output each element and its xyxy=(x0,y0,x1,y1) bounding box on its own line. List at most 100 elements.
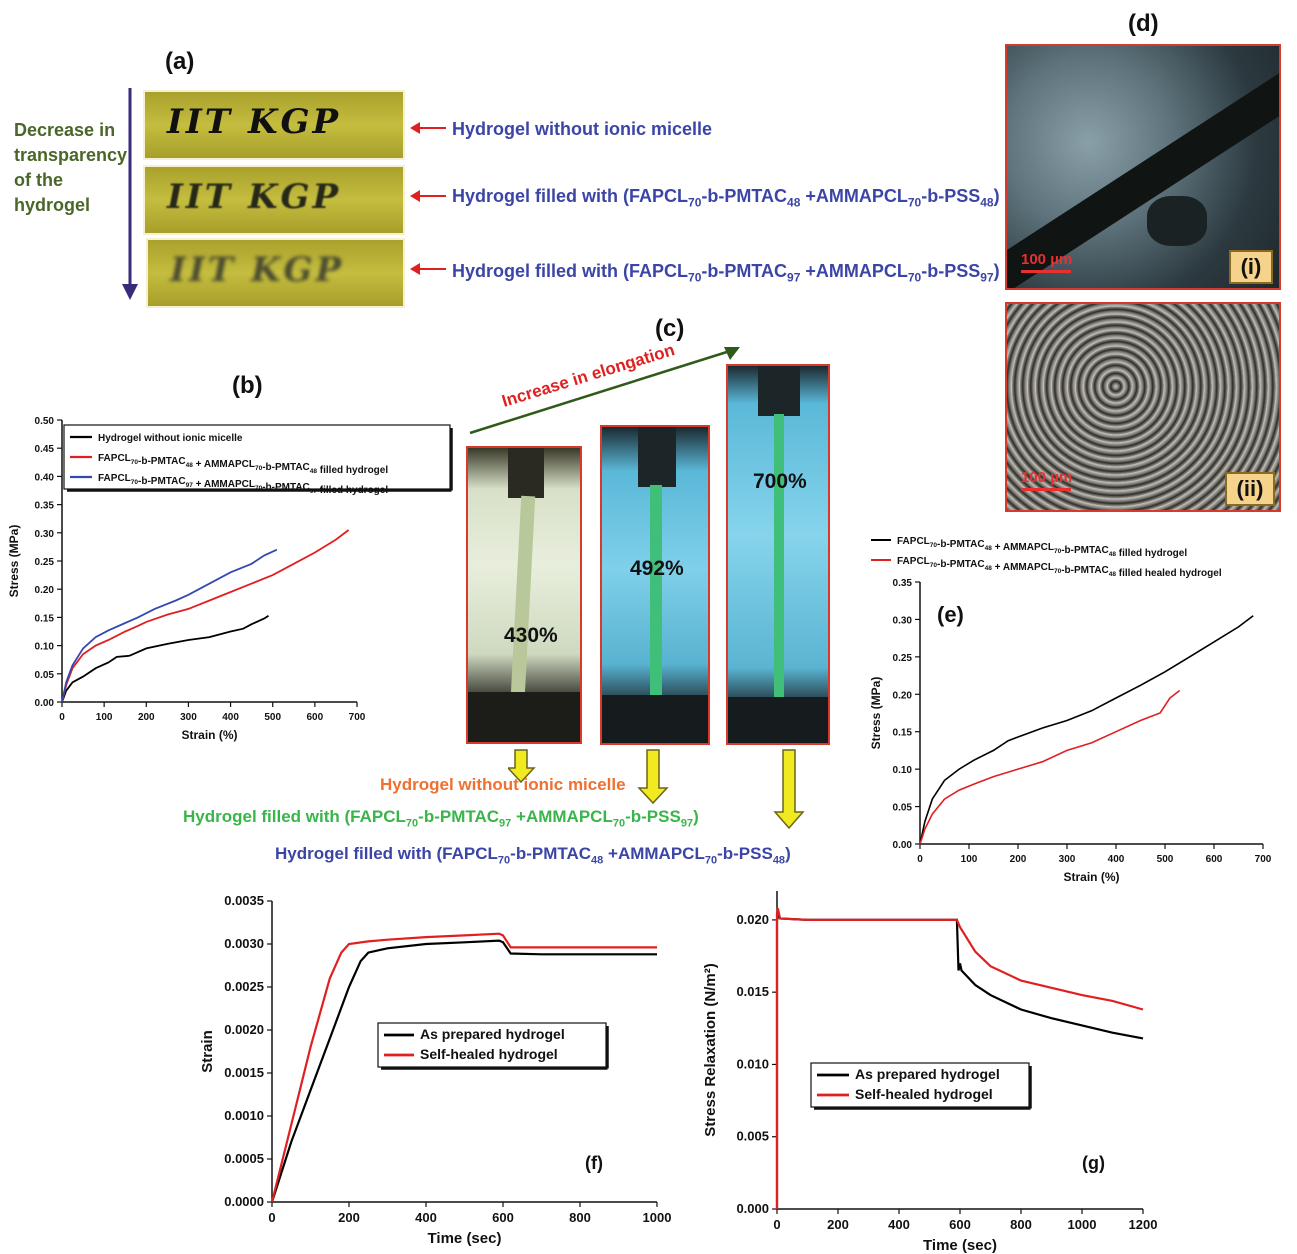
series-line-2 xyxy=(775,908,1144,1209)
legend-label-1: FAPCL70-b-PMTAC48 + AMMAPCL70-b-PMTAC48 … xyxy=(897,536,1187,559)
x-tick-label: 0 xyxy=(917,854,923,865)
panel-label-d: (d) xyxy=(1128,10,1159,37)
x-axis-label: Time (sec) xyxy=(428,1230,502,1247)
legend-label-2: FAPCL70-b-PMTAC48 + AMMAPCL70-b-PMTAC48 … xyxy=(98,453,388,476)
y-tick-label: 0.35 xyxy=(893,578,913,589)
caption-filled-97: Hydrogel filled with (FAPCL70-b-PMTAC97 … xyxy=(183,807,699,830)
y-tick-label: 0.0005 xyxy=(224,1151,264,1166)
photo-492: 492% xyxy=(600,425,710,745)
y-tick-label: 0.0015 xyxy=(224,1065,264,1080)
elongation-arrow-icon: Increase in elongation xyxy=(469,345,740,435)
x-tick-label: 200 xyxy=(827,1217,849,1232)
y-tick-label: 0.10 xyxy=(893,765,913,776)
y-axis-label: Stress (MPa) xyxy=(869,677,883,750)
legend-label-2: Self-healed hydrogel xyxy=(420,1046,558,1062)
caption-filled-48: Hydrogel filled with (FAPCL70-b-PMTAC48 … xyxy=(275,844,791,867)
micrograph-label-i: (i) xyxy=(1229,250,1273,284)
y-tick-label: 0.25 xyxy=(35,557,55,568)
x-axis-label: Strain (%) xyxy=(181,728,237,742)
x-tick-label: 300 xyxy=(180,712,197,723)
x-tick-label: 400 xyxy=(888,1217,910,1232)
y-axis-label: Stress Relaxation (N/m²) xyxy=(702,963,719,1136)
x-tick-label: 0 xyxy=(773,1217,780,1232)
legend-label-2: Self-healed hydrogel xyxy=(855,1086,993,1102)
legend-label-1: As prepared hydrogel xyxy=(420,1026,565,1042)
transparency-note: Decrease in transparency of the hydrogel xyxy=(14,120,128,215)
caption-no-micelle: Hydrogel without ionic micelle xyxy=(380,775,626,794)
y-tick-label: 0.020 xyxy=(736,912,769,927)
x-tick-label: 800 xyxy=(1010,1217,1032,1232)
y-tick-label: 0.05 xyxy=(35,670,55,681)
down-arrow-icon xyxy=(122,88,138,300)
y-tick-label: 0.0020 xyxy=(224,1022,264,1037)
y-tick-label: 0.0000 xyxy=(224,1194,264,1209)
y-tick-label: 0.0025 xyxy=(224,979,264,994)
series-line-2 xyxy=(61,529,350,703)
micrograph-ii: 100 µm (ii) xyxy=(1005,302,1281,512)
chart-e-healed-stress-strain: 0 100 200 300 400 500 600 700 0.00 0.05 0.10 0.15 0.… xyxy=(869,536,1272,884)
label-no-micelle: Hydrogel without ionic micelle xyxy=(452,119,713,139)
y-tick-label: 0.015 xyxy=(736,984,769,999)
x-tick-label: 0 xyxy=(268,1210,275,1225)
elongation-700: 700% xyxy=(753,470,807,493)
hydrogel-strip-3: IIT KGP xyxy=(146,238,405,308)
label-arrows xyxy=(410,122,446,275)
panel-label-a: (a) xyxy=(165,48,195,75)
panel-label-f: (f) xyxy=(585,1153,603,1173)
chart-b-stress-strain: 0 100 200 300 400 500 600 700 0.00 0.05 0.10 0.15 0.… xyxy=(7,416,453,742)
y-tick-label: 0.30 xyxy=(893,615,913,626)
panel-label-e: (e) xyxy=(937,602,964,627)
photo-700: 700% xyxy=(726,364,830,745)
y-tick-label: 0.45 xyxy=(35,444,55,455)
x-tick-label: 1000 xyxy=(643,1210,672,1225)
scale-bar-ii: 100 µm xyxy=(1021,469,1073,486)
y-tick-label: 0.10 xyxy=(35,642,55,653)
y-tick-label: 0.15 xyxy=(35,613,55,624)
legend-box xyxy=(810,1062,1030,1108)
y-tick-label: 0.50 xyxy=(35,416,55,427)
x-tick-label: 1000 xyxy=(1068,1217,1097,1232)
x-tick-label: 600 xyxy=(949,1217,971,1232)
micrograph-i: 100 µm (i) xyxy=(1005,44,1281,290)
x-tick-label: 100 xyxy=(961,854,978,865)
y-tick-label: 0.20 xyxy=(35,585,55,596)
scale-bar-i: 100 µm xyxy=(1021,251,1073,268)
series-line-1 xyxy=(919,615,1254,845)
x-tick-label: 500 xyxy=(1157,854,1174,865)
x-tick-label: 200 xyxy=(138,712,155,723)
hydrogel-strip-2: IIT KGP xyxy=(143,165,405,235)
x-tick-label: 400 xyxy=(415,1210,437,1225)
x-tick-label: 800 xyxy=(569,1210,591,1225)
y-tick-label: 0.010 xyxy=(736,1056,769,1071)
elongation-label: Increase in elongation xyxy=(500,345,677,411)
y-tick-label: 0.40 xyxy=(35,472,55,483)
y-tick-label: 0.0030 xyxy=(224,936,264,951)
chart-g-stress-relaxation: 0 200 400 600 800 1000 1200 0.000 0.005 0.010 0.01… xyxy=(702,891,1157,1254)
legend-box xyxy=(377,1022,607,1068)
down-arrows-icon xyxy=(508,749,805,830)
series-line-1 xyxy=(270,939,657,1203)
elongation-492: 492% xyxy=(630,557,684,580)
panel-label-b: (b) xyxy=(232,372,263,399)
hydrogel-strip-1: IIT KGP xyxy=(143,90,405,160)
x-tick-label: 100 xyxy=(96,712,113,723)
y-tick-label: 0.00 xyxy=(893,840,913,851)
series-line-1 xyxy=(61,614,269,703)
photo-430: 430% xyxy=(466,446,582,744)
y-tick-label: 0.000 xyxy=(736,1201,769,1216)
y-tick-label: 0.20 xyxy=(893,690,913,701)
elongation-430: 430% xyxy=(504,624,558,647)
x-tick-label: 300 xyxy=(1059,854,1076,865)
y-tick-label: 0.00 xyxy=(35,698,55,709)
panel-label-g: (g) xyxy=(1082,1153,1105,1173)
x-tick-label: 500 xyxy=(264,712,281,723)
x-tick-label: 700 xyxy=(349,712,366,723)
x-tick-label: 400 xyxy=(222,712,239,723)
series-line-2 xyxy=(270,932,657,1203)
legend-label-1: As prepared hydrogel xyxy=(855,1066,1000,1082)
y-axis-label: Strain xyxy=(199,1030,216,1073)
x-tick-label: 200 xyxy=(338,1210,360,1225)
x-tick-label: 600 xyxy=(1206,854,1223,865)
label-filled-97: Hydrogel filled with (FAPCL70-b-PMTAC97 … xyxy=(452,261,1000,285)
y-tick-label: 0.0035 xyxy=(224,893,264,908)
